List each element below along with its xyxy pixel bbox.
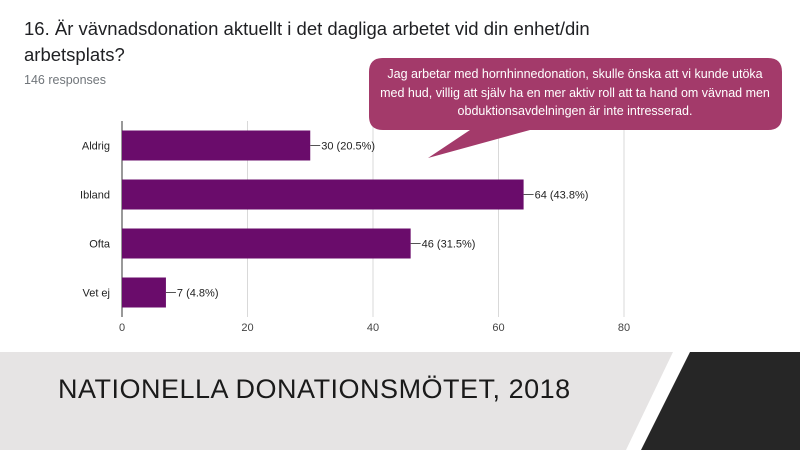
- footer-band: [0, 352, 800, 450]
- footer-title: NATIONELLA DONATIONSMÖTET, 2018: [58, 374, 571, 404]
- category-label: Ofta: [89, 239, 111, 251]
- question-title: 16. Är vävnadsdonation aktuellt i det da…: [24, 18, 590, 65]
- data-label: 46 (31.5%): [422, 239, 476, 251]
- footer-dark-block: [641, 352, 800, 450]
- category-label: Vet ej: [82, 288, 110, 300]
- x-tick-label: 0: [119, 322, 125, 334]
- category-label: Aldrig: [82, 141, 110, 153]
- callout-text: Jag arbetar med hornhinnedonation, skull…: [380, 67, 770, 118]
- x-tick-label: 80: [618, 322, 630, 334]
- response-count: 146 responses: [24, 73, 107, 87]
- bar: [122, 130, 311, 161]
- category-label: Ibland: [80, 190, 110, 202]
- callout-bubble: [369, 58, 782, 158]
- data-label: 30 (20.5%): [321, 141, 375, 153]
- data-label: 64 (43.8%): [535, 190, 589, 202]
- bar: [122, 179, 524, 210]
- x-tick-label: 20: [241, 322, 253, 334]
- x-tick-label: 60: [492, 322, 504, 334]
- x-axis-tick-labels: 0 20 40 60 80: [119, 322, 630, 334]
- chart-bars: Aldrig 30 (20.5%) Ibland 64 (43.8%) Ofta 46 (…: [80, 130, 589, 308]
- x-tick-label: 40: [367, 322, 379, 334]
- bar: [122, 277, 166, 308]
- bar: [122, 228, 411, 259]
- bar-chart: 0 20 40 60 80 Aldrig 30 (20.5%) Ibland 64 (43.8…: [80, 121, 630, 334]
- data-label: 7 (4.8%): [177, 288, 219, 300]
